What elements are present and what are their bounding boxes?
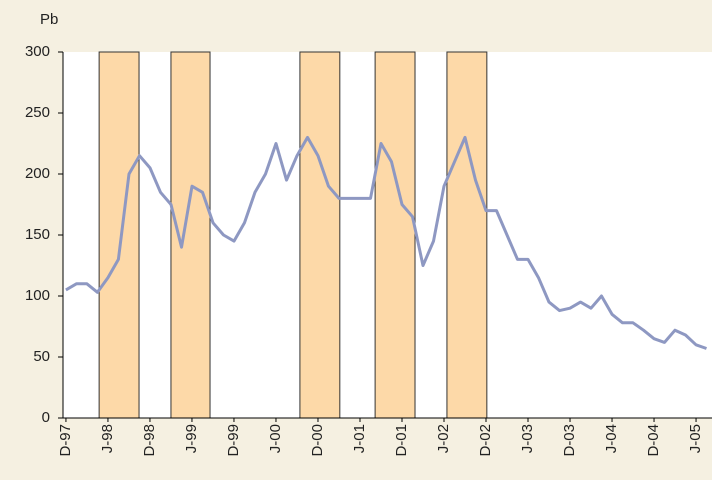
x-tick-label: J-03 (519, 424, 536, 453)
y-tick-label: 0 (42, 409, 50, 426)
x-tick-label: D-98 (141, 424, 158, 457)
y-axis-label: Pb (40, 11, 58, 28)
y-tick-label: 300 (25, 43, 50, 60)
x-tick-label: D-04 (645, 424, 662, 457)
shaded-period (299, 51, 341, 419)
x-tick-label: J-04 (603, 424, 620, 453)
x-tick-label: D-00 (309, 424, 326, 457)
y-tick-label: 250 (25, 104, 50, 121)
shaded-period (374, 51, 416, 419)
y-tick-label: 50 (33, 348, 50, 365)
x-tick-label: D-03 (561, 424, 578, 457)
x-tick-label: J-00 (267, 424, 284, 453)
shaded-period (98, 51, 140, 419)
x-tick-label: J-01 (351, 424, 368, 453)
x-tick-label: D-01 (393, 424, 410, 457)
series-line (65, 135, 707, 350)
y-tick-label: 200 (25, 165, 50, 182)
shaded-period (446, 51, 488, 419)
shaded-period (170, 51, 211, 419)
x-tick-label: D-99 (225, 424, 242, 457)
x-tick-label: J-98 (99, 424, 116, 453)
x-tick-label: D-97 (57, 424, 74, 457)
x-tick-label: J-99 (183, 424, 200, 453)
y-tick-label: 100 (25, 287, 50, 304)
x-tick-label: J-05 (687, 424, 704, 453)
x-tick-label: D-02 (477, 424, 494, 457)
y-tick-label: 150 (25, 226, 50, 243)
x-tick-label: J-02 (435, 424, 452, 453)
